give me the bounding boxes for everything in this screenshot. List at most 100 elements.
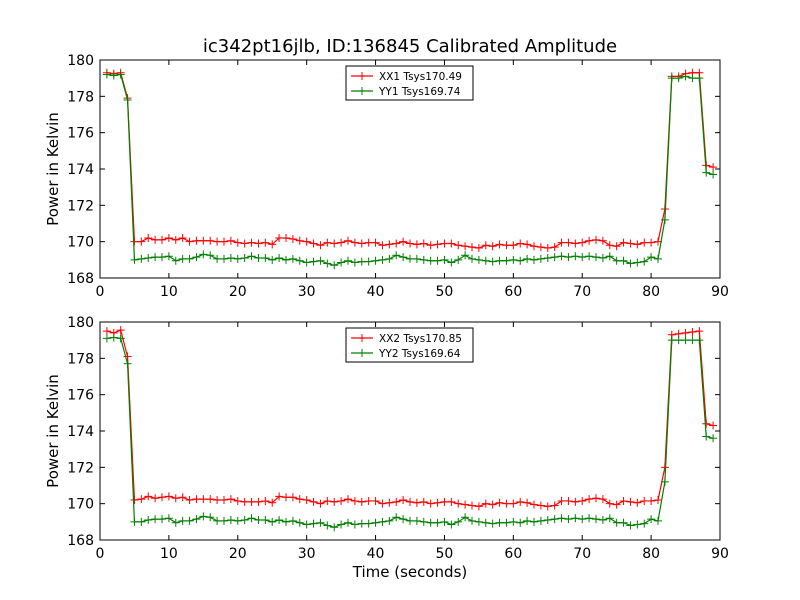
data-point [254, 254, 263, 263]
data-point [502, 256, 511, 265]
data-point [406, 497, 414, 506]
data-point [344, 518, 352, 527]
data-point [337, 496, 346, 505]
x-tick-label: 90 [711, 546, 729, 562]
legend-marker [358, 349, 366, 357]
data-point [550, 243, 559, 252]
data-point [502, 499, 511, 508]
data-point [474, 255, 483, 264]
data-point [571, 252, 580, 261]
data-point [330, 497, 339, 506]
series-2 [102, 70, 718, 270]
data-point [192, 515, 201, 524]
data-point [543, 254, 552, 263]
data-point [247, 497, 256, 506]
data-point [530, 255, 538, 264]
data-point [633, 498, 642, 507]
data-point [220, 516, 228, 525]
data-point [640, 238, 649, 247]
data-point [433, 240, 442, 249]
data-point [330, 239, 339, 248]
data-point [509, 517, 518, 526]
data-point [412, 498, 421, 507]
legend-box [345, 327, 474, 363]
data-point [488, 519, 497, 528]
data-point [213, 496, 222, 505]
data-point [674, 74, 683, 83]
data-point [102, 334, 111, 343]
data-point [495, 256, 504, 265]
x-tick-label: 60 [504, 546, 522, 562]
data-point [654, 496, 662, 505]
data-point [240, 516, 249, 525]
data-point [695, 327, 704, 336]
data-point [640, 519, 649, 528]
data-point [185, 496, 194, 505]
data-point [461, 251, 470, 260]
y-tick-label: 168 [67, 271, 94, 287]
data-point [474, 517, 483, 526]
x-tick-label: 70 [573, 284, 591, 300]
data-point [288, 234, 297, 243]
data-point [309, 257, 318, 266]
data-point [123, 359, 132, 368]
data-point [523, 498, 532, 507]
data-point [137, 237, 146, 246]
data-point [385, 498, 394, 507]
data-point [337, 258, 346, 267]
data-point [399, 515, 408, 524]
x-tick-label: 0 [96, 284, 105, 300]
data-point [516, 497, 525, 506]
data-point [378, 517, 387, 526]
data-point [268, 255, 277, 264]
data-point [226, 236, 235, 245]
y-tick-label: 178 [67, 89, 94, 105]
legend-marker [358, 334, 366, 342]
data-point [474, 244, 483, 253]
data-point [543, 244, 552, 253]
x-tick-label: 20 [229, 284, 247, 300]
y-tick-label: 176 [67, 126, 94, 142]
data-point [605, 499, 614, 508]
data-point [488, 257, 497, 266]
y-tick-label: 180 [67, 53, 94, 69]
data-point [481, 518, 490, 527]
data-point [550, 253, 559, 262]
x-tick-label: 50 [436, 284, 454, 300]
data-point [158, 253, 166, 262]
data-point [688, 74, 697, 83]
data-point [220, 237, 228, 246]
data-point [654, 516, 662, 525]
data-point [605, 514, 614, 523]
data-point [164, 514, 173, 523]
data-point [309, 519, 318, 528]
data-point [171, 518, 180, 527]
data-point [509, 241, 518, 250]
data-point [419, 255, 428, 264]
data-point [323, 496, 332, 505]
data-point [578, 515, 587, 524]
x-tick-label: 50 [436, 546, 454, 562]
data-point [605, 252, 614, 261]
data-point [254, 239, 263, 248]
data-point [640, 496, 649, 505]
x-tick-label: 90 [711, 284, 729, 300]
data-point [213, 237, 222, 246]
data-point [612, 242, 621, 251]
data-point [185, 516, 194, 525]
data-point [433, 498, 442, 507]
data-point [371, 496, 380, 505]
data-point [564, 238, 573, 247]
data-point [709, 421, 718, 430]
data-point [323, 238, 332, 247]
data-point [406, 254, 414, 263]
data-point [557, 496, 566, 505]
data-point [164, 234, 173, 243]
data-point [419, 239, 428, 248]
data-point [344, 236, 352, 245]
data-point [681, 336, 690, 345]
data-point [536, 243, 545, 252]
data-point [557, 514, 566, 523]
data-point [536, 501, 545, 510]
data-point [516, 518, 525, 527]
